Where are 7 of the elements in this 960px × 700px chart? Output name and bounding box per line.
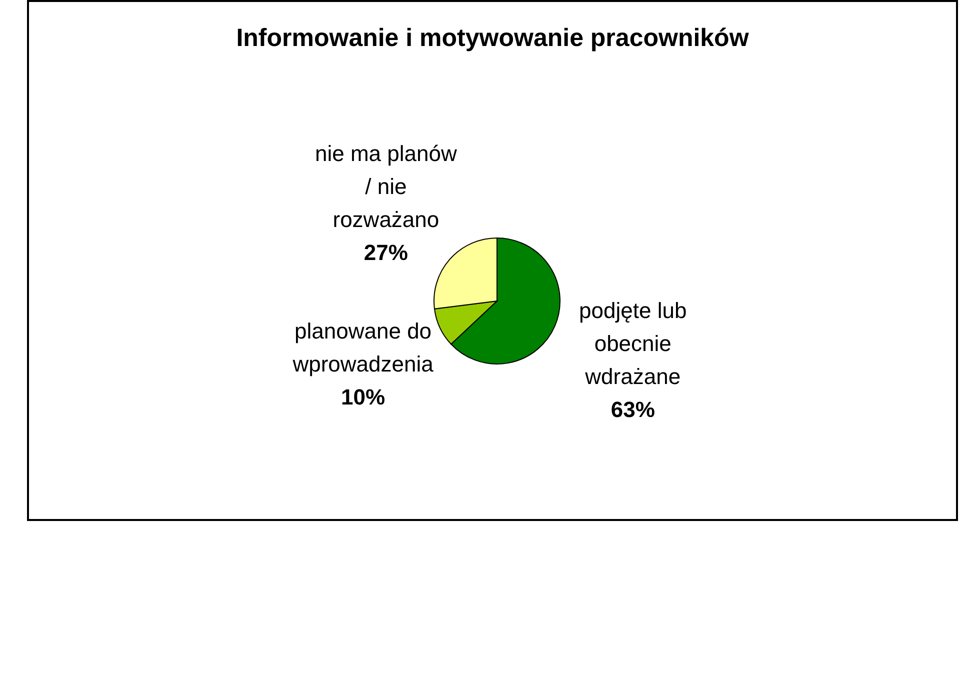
slice-label: planowane do wprowadzenia — [292, 318, 434, 377]
slice-label: podjęte lub obecnie wdrażane — [579, 298, 687, 389]
data-label: 63% — [610, 396, 655, 422]
slice-label: nie ma planów / nie rozważano — [315, 141, 457, 232]
data-label: 10% — [341, 384, 386, 410]
chart-title: Informowanie i motywowanie pracowników — [235, 24, 750, 53]
data-label: 27% — [364, 240, 408, 266]
